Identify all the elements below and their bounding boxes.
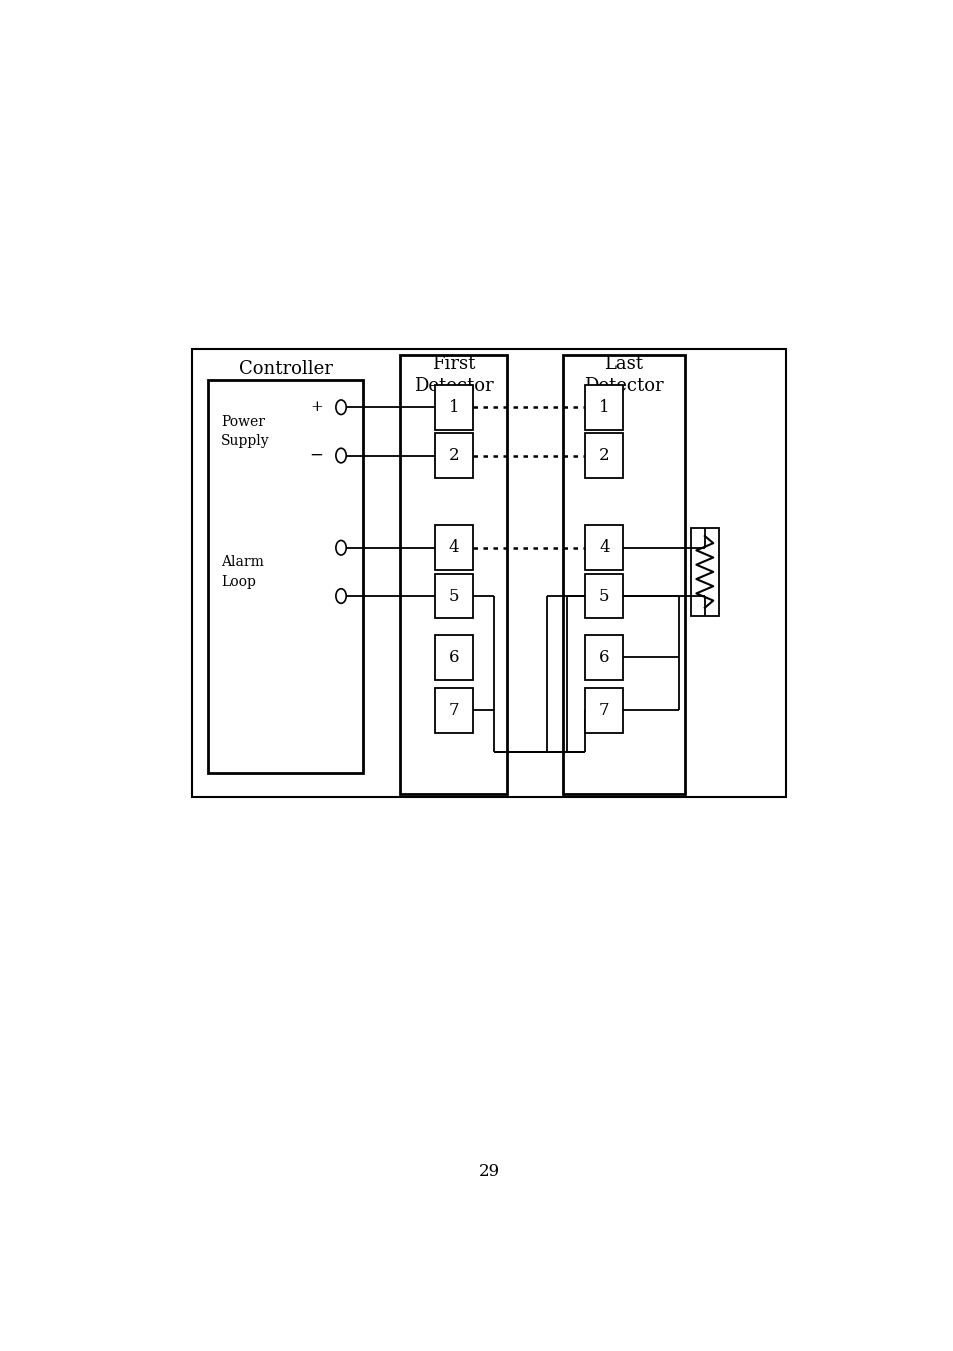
- Bar: [435, 526, 473, 570]
- Text: Last
Detector: Last Detector: [583, 354, 663, 394]
- Text: Controller: Controller: [238, 359, 333, 378]
- Bar: [400, 354, 507, 793]
- Bar: [584, 688, 623, 732]
- Bar: [192, 350, 785, 797]
- Bar: [584, 526, 623, 570]
- Text: 5: 5: [449, 588, 459, 604]
- Text: 4: 4: [598, 539, 609, 557]
- Text: 1: 1: [598, 399, 609, 416]
- Text: 29: 29: [477, 1163, 499, 1179]
- Bar: [435, 635, 473, 680]
- Text: 6: 6: [449, 648, 459, 666]
- Text: 5: 5: [598, 588, 609, 604]
- Bar: [584, 635, 623, 680]
- Bar: [435, 385, 473, 430]
- Text: 7: 7: [598, 701, 609, 719]
- Text: First
Detector: First Detector: [414, 354, 493, 394]
- Bar: [584, 574, 623, 619]
- Text: 6: 6: [598, 648, 609, 666]
- Bar: [690, 528, 719, 616]
- Bar: [435, 574, 473, 619]
- Text: 7: 7: [449, 701, 459, 719]
- Bar: [208, 380, 363, 773]
- Text: −: −: [310, 447, 323, 463]
- Bar: [584, 385, 623, 430]
- Text: 1: 1: [449, 399, 459, 416]
- Text: 4: 4: [449, 539, 459, 557]
- Bar: [435, 434, 473, 478]
- Text: 2: 2: [449, 447, 459, 463]
- Bar: [562, 354, 684, 793]
- Bar: [435, 688, 473, 732]
- Text: Alarm
Loop: Alarm Loop: [221, 555, 264, 589]
- Text: Power
Supply: Power Supply: [221, 415, 270, 449]
- Text: 2: 2: [598, 447, 609, 463]
- Text: +: +: [310, 400, 323, 415]
- Bar: [584, 434, 623, 478]
